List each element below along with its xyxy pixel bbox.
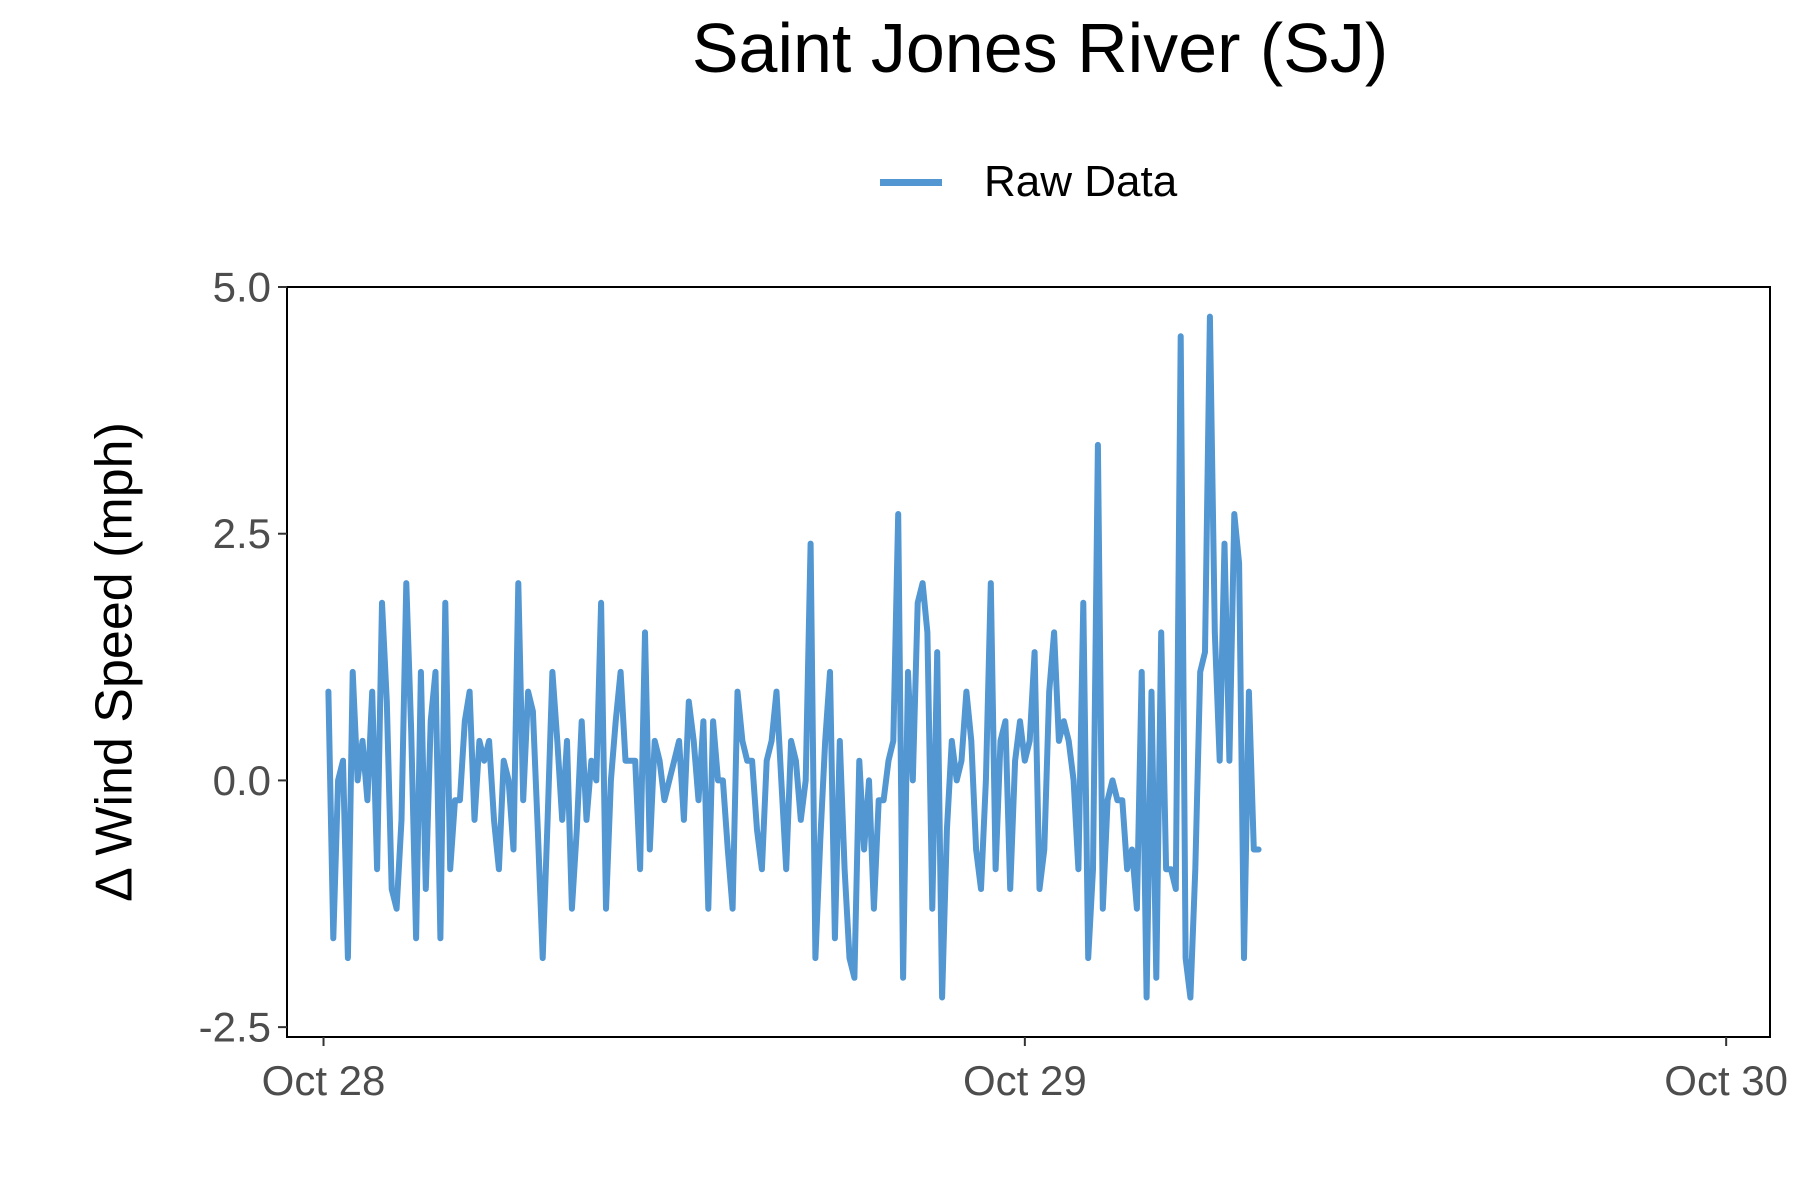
x-tick-label: Oct 28	[262, 1057, 386, 1104]
chart-title: Saint Jones River (SJ)	[691, 9, 1389, 87]
y-tick-label: 2.5	[213, 510, 271, 557]
legend: Raw Data	[880, 152, 1177, 212]
series-line-raw-data	[325, 313, 1262, 1001]
y-tick-label: 0.0	[213, 757, 271, 804]
x-tick-label: Oct 29	[963, 1057, 1087, 1104]
legend-line-swatch	[880, 178, 942, 186]
y-axis: -2.5 0.0 2.5 5.0	[199, 264, 287, 1051]
x-axis: Oct 28 Oct 29 Oct 30	[262, 1037, 1788, 1104]
series-points	[328, 316, 1259, 998]
x-tick-label: Oct 30	[1664, 1057, 1788, 1104]
y-axis-title: Δ Wind Speed (mph)	[86, 422, 144, 902]
legend-label: Raw Data	[984, 157, 1178, 206]
y-tick-label: -2.5	[199, 1004, 271, 1051]
y-tick-label: 5.0	[213, 264, 271, 311]
plot-panel	[286, 286, 1771, 1038]
